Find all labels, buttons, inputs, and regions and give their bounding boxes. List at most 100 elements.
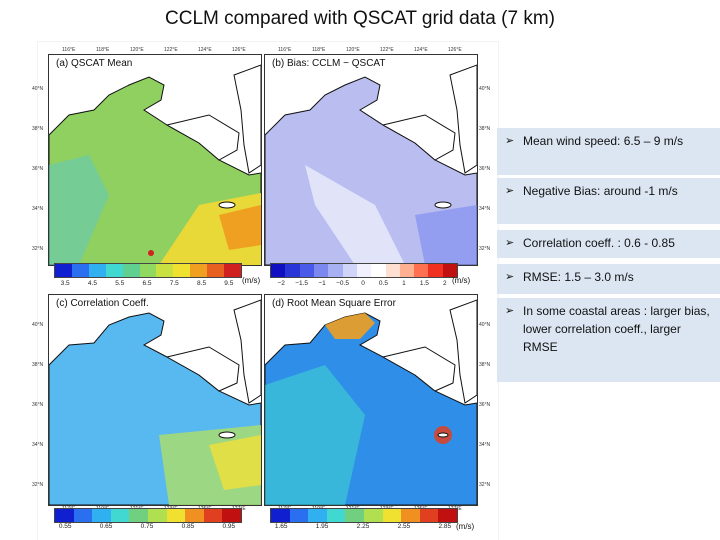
bullet-text: RMSE: 1.5 – 3.0 m/s [523, 270, 634, 284]
colorbar-tick-label: 5.5 [115, 280, 125, 287]
colorbar-segment [88, 264, 106, 277]
korea-coast [449, 64, 477, 174]
peninsula-land [165, 346, 240, 392]
colorbar-mean-unit: (m/s) [242, 276, 261, 285]
colorbar-tick-label: 0.75 [140, 523, 154, 530]
korea-coast [449, 299, 477, 404]
colorbar-tick-label: −2 [277, 280, 285, 287]
peninsula-land [381, 346, 456, 392]
colorbar-segment [207, 264, 225, 277]
bullet-text: Correlation coeff. : 0.6 - 0.85 [523, 236, 675, 250]
sea-west-gradient [49, 155, 109, 265]
lat-tick: 34°N [479, 442, 491, 448]
panel-label: (c) Correlation Coeff. [53, 298, 152, 309]
lat-tick: 36°N [32, 402, 44, 408]
panel-correlation: (c) Correlation Coeff. [48, 294, 262, 506]
colorbar-tick-label: 7.5 [169, 280, 179, 287]
lat-tick: 40°N [479, 322, 491, 328]
lon-tick: 124°E [198, 47, 212, 53]
colorbar-segment [55, 264, 72, 277]
lat-ticks-top-left: 40°N 38°N 36°N 34°N 32°N [32, 54, 46, 264]
colorbar-bias-unit: (m/s) [452, 276, 471, 285]
lat-tick: 38°N [479, 126, 491, 132]
lat-ticks-bottom-right: 40°N 38°N 36°N 34°N 32°N [479, 294, 493, 504]
colorbar-segment [92, 509, 111, 522]
colorbar-mean-labels: 3.5 4.5 5.5 6.5 7.5 8.5 9.5 [54, 280, 240, 290]
panel-mean: (a) QSCAT Mean [48, 54, 262, 266]
colorbar-segment [203, 509, 223, 522]
colorbar-segment [356, 264, 372, 277]
lat-ticks-bottom-left: 40°N 38°N 36°N 34°N 32°N [32, 294, 46, 504]
lat-tick: 34°N [479, 206, 491, 212]
colorbar-segment [271, 264, 286, 277]
lon-tick: 118°E [312, 47, 326, 53]
colorbar-tick-label: 3.5 [60, 280, 70, 287]
colorbar-tick-label: 0.65 [99, 523, 113, 530]
colorbar-segment [105, 264, 123, 277]
lat-tick: 36°N [32, 166, 44, 172]
colorbar-segment [328, 264, 343, 277]
lon-tick: 124°E [414, 47, 428, 53]
lon-tick: 120°E [346, 47, 360, 53]
colorbar-segment [185, 509, 204, 522]
lat-tick: 36°N [479, 402, 491, 408]
colorbar-tick-label: 9.5 [224, 280, 234, 287]
colorbar-segment [414, 264, 429, 277]
colorbar-segment [129, 509, 148, 522]
panel-label: (b) Bias: CCLM − QSCAT [269, 58, 389, 69]
colorbar-segment [224, 264, 241, 277]
colorbar-tick-label: 8.5 [197, 280, 207, 287]
map-rmse [265, 295, 477, 505]
colorbar-mean [54, 263, 242, 278]
lon-tick: 122°E [164, 47, 178, 53]
colorbar-segment [166, 509, 186, 522]
coastal-hotspot [148, 250, 154, 256]
colorbar-tick-label: 1.5 [419, 280, 429, 287]
colorbar-rmse [270, 508, 458, 523]
sea-yellow [209, 435, 261, 490]
colorbar-correlation [54, 508, 242, 523]
colorbar-tick-label: 0.95 [222, 523, 236, 530]
lat-tick: 32°N [32, 482, 44, 488]
lat-tick: 36°N [479, 166, 491, 172]
colorbar-segment [313, 264, 329, 277]
lat-tick: 40°N [32, 86, 44, 92]
arrow-icon: ➢ [505, 135, 515, 147]
colorbar-tick-label: 2 [443, 280, 447, 287]
colorbar-segment [401, 509, 420, 522]
colorbar-segment [289, 509, 309, 522]
arrow-icon: ➢ [505, 305, 515, 317]
colorbar-segment [73, 509, 93, 522]
colorbar-segment [342, 264, 357, 277]
lat-tick: 32°N [479, 246, 491, 252]
lat-tick: 38°N [479, 362, 491, 368]
info-box-correlation: ➢ Correlation coeff. : 0.6 - 0.85 [497, 230, 720, 258]
colorbar-tick-label: −0.5 [336, 280, 349, 287]
colorbar-segment [399, 264, 415, 277]
colorbar-tick-label: 1.95 [315, 523, 329, 530]
colorbar-segment [419, 509, 439, 522]
island [434, 201, 452, 209]
colorbar-segment [438, 509, 457, 522]
colorbar-segment [308, 509, 327, 522]
lon-tick: 126°E [232, 47, 246, 53]
colorbar-bias-labels: −2 −1.5 −1 −0.5 0 0.5 1 1.5 2 [270, 280, 456, 290]
colorbar-rmse-unit: (m/s) [456, 522, 475, 531]
colorbar-rmse-labels: 1.65 1.95 2.25 2.55 2.85 [270, 523, 456, 533]
colorbar-segment [345, 509, 364, 522]
sea-light-streak [305, 165, 405, 265]
info-box-rmse: ➢ RMSE: 1.5 – 3.0 m/s [497, 264, 720, 294]
lat-tick: 40°N [32, 322, 44, 328]
map-mean [49, 55, 261, 265]
map-correlation [49, 295, 261, 505]
bullet-text: Mean wind speed: 6.5 – 9 m/s [523, 134, 684, 148]
colorbar-bias [270, 263, 458, 278]
peninsula-land [165, 114, 240, 161]
arrow-icon: ➢ [505, 237, 515, 249]
colorbar-segment [285, 264, 300, 277]
lon-tick: 116°E [62, 47, 76, 53]
colorbar-segment [122, 264, 140, 277]
colorbar-segment [147, 509, 167, 522]
colorbar-tick-label: 1 [402, 280, 406, 287]
colorbar-segment [371, 264, 386, 277]
